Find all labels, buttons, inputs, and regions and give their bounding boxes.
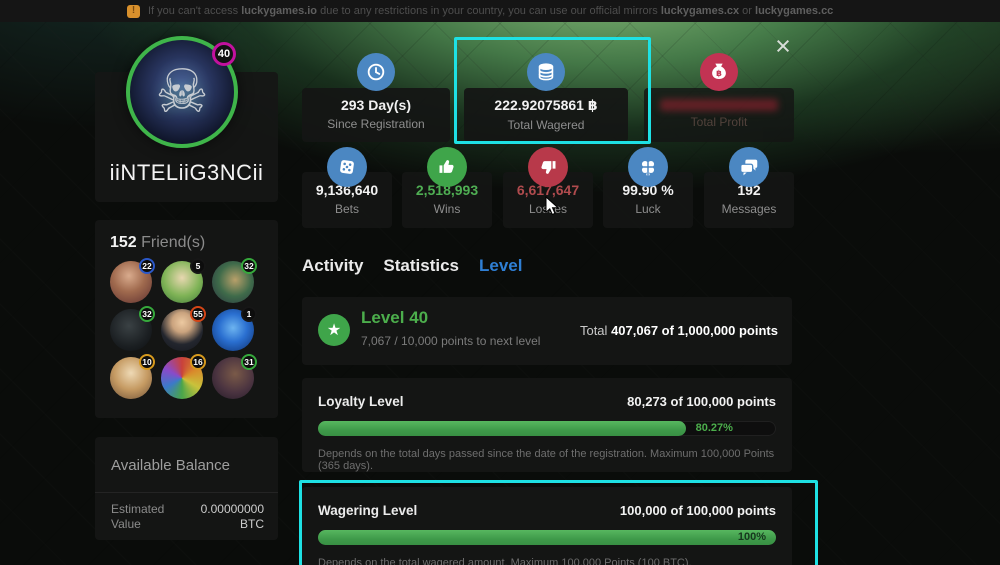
profile-modal: × iiNTELiiG3NCii ☠ 40 152 Friend(s) 22 5… xyxy=(0,22,1000,565)
friends-grid: 22 5 32 32 55 1 10 16 31 xyxy=(110,258,278,399)
total-profit-label: Total Profit xyxy=(690,115,748,129)
dice-icon xyxy=(327,147,367,187)
money-bag-icon: ฿ xyxy=(700,53,738,91)
bets-card: 9,136,640 Bets xyxy=(302,172,392,228)
wins-value: 2,518,993 xyxy=(415,182,479,198)
friend-level-badge: 1 xyxy=(241,306,257,322)
since-registration-card: 293 Day(s) Since Registration xyxy=(302,88,450,142)
friend-avatar[interactable]: 10 xyxy=(110,354,155,399)
svg-text:฿: ฿ xyxy=(716,68,722,78)
warning-icon: ! xyxy=(127,4,140,18)
divider xyxy=(95,492,278,493)
star-icon: ★ xyxy=(318,314,350,346)
coins-icon xyxy=(527,53,565,91)
total-profit-redacted-value xyxy=(660,99,778,111)
losses-label: Losses xyxy=(528,202,568,216)
wagering-percent-label: 100% xyxy=(737,531,766,543)
wins-label: Wins xyxy=(433,202,461,216)
days-value: 293 Day(s) xyxy=(340,97,412,113)
loyalty-progress-bar: 80.27% xyxy=(318,421,776,436)
friends-count-heading: 152 Friend(s) xyxy=(110,234,206,251)
loyalty-progress-fill xyxy=(318,421,686,436)
level-subtitle: 7,067 / 10,000 points to next level xyxy=(361,334,541,348)
profile-level-badge: 40 xyxy=(212,42,236,66)
friend-level-badge: 32 xyxy=(241,258,257,274)
bets-value: 9,136,640 xyxy=(315,182,379,198)
friend-avatar[interactable]: 16 xyxy=(161,354,206,399)
chat-icon xyxy=(729,147,769,187)
friend-avatar[interactable]: 31 xyxy=(212,354,257,399)
thumbs-up-icon xyxy=(427,147,467,187)
loyalty-points: 80,273 of 100,000 points xyxy=(627,394,776,409)
total-wagered-card: 222.92075861 ฿ Total Wagered xyxy=(464,88,628,142)
total-wagered-label: Total Wagered xyxy=(507,118,585,132)
balance-card: Available Balance Estimated Value 0.00000… xyxy=(95,437,278,540)
level-title: Level 40 xyxy=(361,308,429,327)
wagering-level-card: Wagering Level 100,000 of 100,000 points… xyxy=(302,487,792,565)
mirror-banner: ! If you can't access luckygames.io due … xyxy=(0,0,1000,22)
wagering-description: Depends on the total wagered amount. Max… xyxy=(318,557,692,565)
luck-label: Luck xyxy=(635,202,661,216)
loyalty-level-card: Loyalty Level 80,273 of 100,000 points 8… xyxy=(302,378,792,472)
tab-level[interactable]: Level xyxy=(479,256,523,275)
tab-activity[interactable]: Activity xyxy=(302,256,364,275)
banner-message: If you can't access luckygames.io due to… xyxy=(148,5,834,17)
level-summary-card: ★ Level 40 7,067 / 10,000 points to next… xyxy=(302,297,792,365)
friend-level-badge: 10 xyxy=(139,354,155,370)
friend-level-badge: 31 xyxy=(241,354,257,370)
clock-icon xyxy=(357,53,395,91)
messages-label: Messages xyxy=(721,202,777,216)
total-profit-card: Total Profit xyxy=(644,88,794,142)
username: iiNTELiiG3NCii xyxy=(109,160,264,185)
balance-title: Available Balance xyxy=(111,457,230,474)
since-registration-label: Since Registration xyxy=(327,117,425,131)
skull-avatar-icon: ☠ xyxy=(155,57,209,127)
loyalty-percent-label: 80.27% xyxy=(695,422,733,434)
clover-icon xyxy=(628,147,668,187)
total-wagered-value: 222.92075861 ฿ xyxy=(494,97,598,113)
mirror-banner-text: ! If you can't access luckygames.io due … xyxy=(127,0,833,22)
level-total-points: Total 407,067 of 1,000,000 points xyxy=(579,323,778,338)
friend-level-badge: 32 xyxy=(139,306,155,322)
luck-value: 99.90 % xyxy=(622,182,674,198)
friend-avatar[interactable]: 32 xyxy=(212,258,257,303)
friend-level-badge: 16 xyxy=(190,354,206,370)
wagering-progress-bar: 100% xyxy=(318,530,776,545)
profile-avatar: ☠ xyxy=(126,36,238,148)
losses-value: 6,617,647 xyxy=(516,182,580,198)
close-icon[interactable]: × xyxy=(775,31,791,61)
wagering-title: Wagering Level xyxy=(318,503,418,518)
wagering-points: 100,000 of 100,000 points xyxy=(619,503,776,518)
bets-label: Bets xyxy=(334,202,359,216)
friend-avatar[interactable]: 1 xyxy=(212,306,257,351)
friend-avatar[interactable]: 5 xyxy=(161,258,206,303)
loyalty-description: Depends on the total days passed since t… xyxy=(318,448,775,472)
tab-statistics[interactable]: Statistics xyxy=(383,256,460,275)
loyalty-title: Loyalty Level xyxy=(318,394,404,409)
estimated-value-row: Estimated Value 0.00000000 BTC xyxy=(111,502,264,532)
wagering-progress-fill xyxy=(318,530,776,545)
friend-avatar[interactable]: 22 xyxy=(110,258,155,303)
estimated-value-label: Estimated Value xyxy=(111,502,165,531)
friends-card: 152 Friend(s) 22 5 32 32 55 1 10 16 31 xyxy=(95,220,278,418)
friend-avatar[interactable]: 55 xyxy=(161,306,206,351)
friend-level-badge: 55 xyxy=(190,306,206,322)
thumbs-down-icon xyxy=(528,147,568,187)
friend-level-badge: 22 xyxy=(139,258,155,274)
friend-avatar[interactable]: 32 xyxy=(110,306,155,351)
friend-level-badge: 5 xyxy=(190,258,206,274)
estimated-value-amount: 0.00000000 BTC xyxy=(200,502,264,531)
profile-tabs: Activity Statistics Level xyxy=(302,256,523,276)
